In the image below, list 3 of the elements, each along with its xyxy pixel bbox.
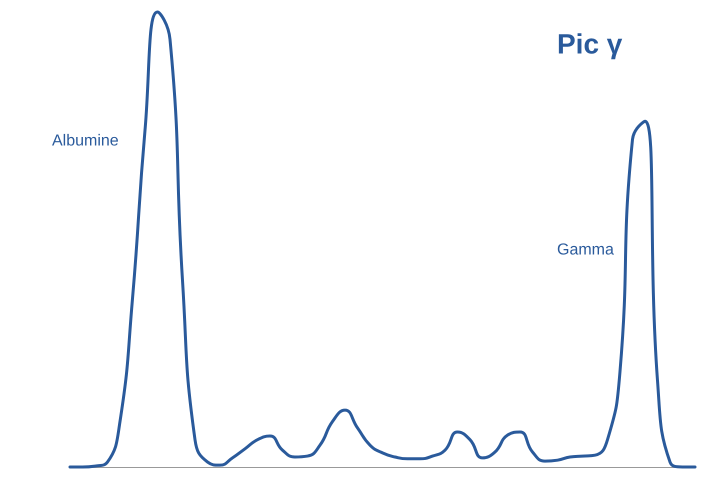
annotation: Pic γ — [557, 28, 623, 60]
annotation: Albumine — [52, 132, 119, 150]
annotation: Gamma — [557, 242, 614, 258]
